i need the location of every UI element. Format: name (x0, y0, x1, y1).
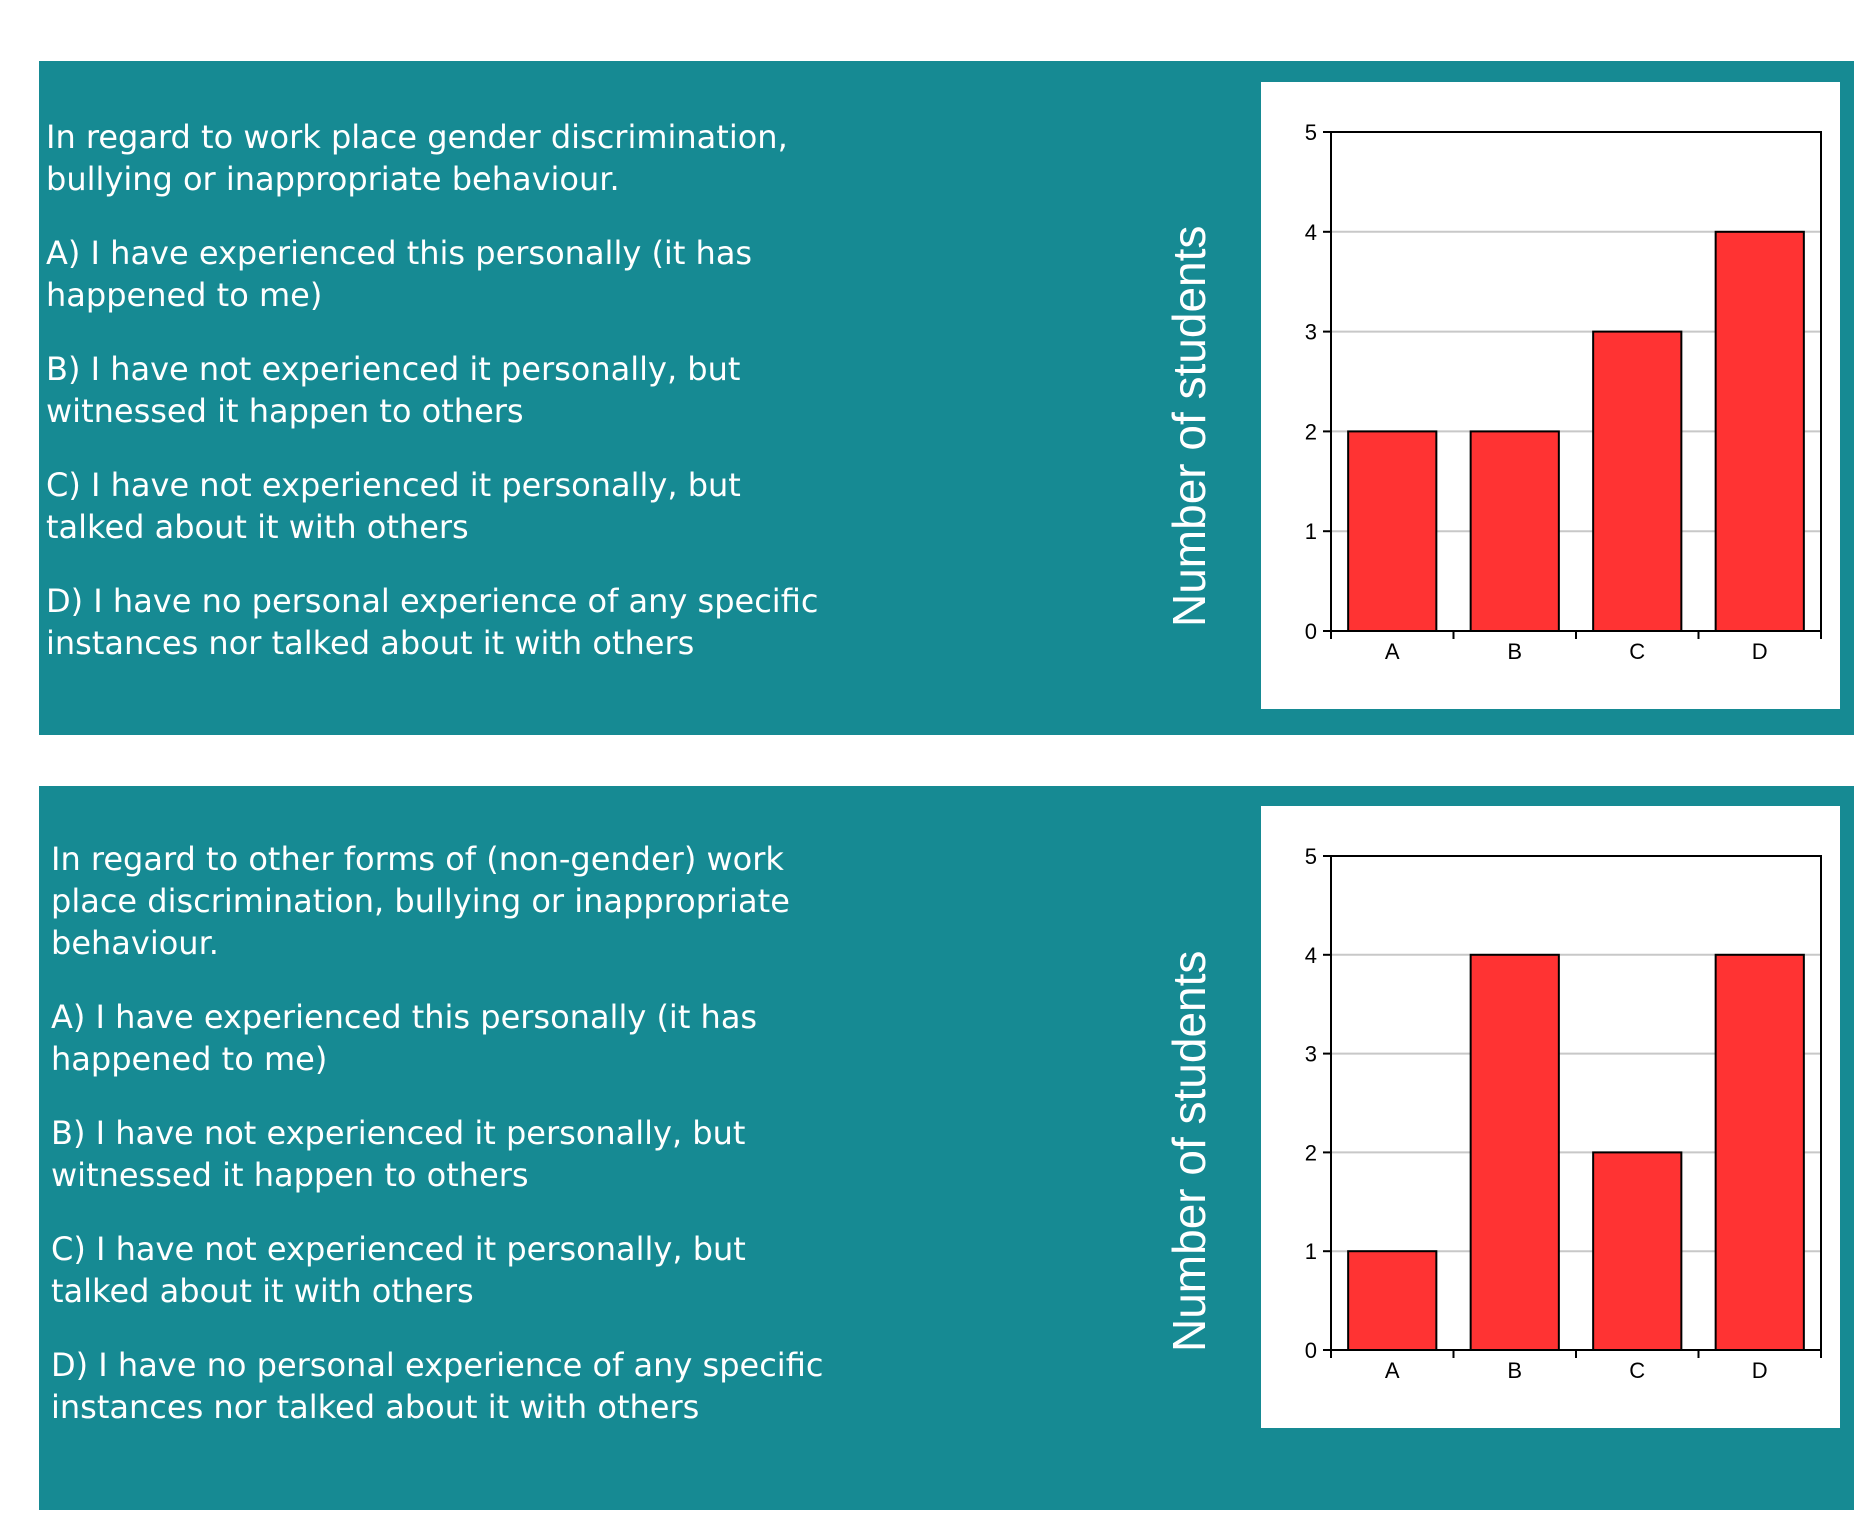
y-tick-label: 4 (1305, 943, 1317, 968)
survey-panel-gender: In regard to work place gender discrimin… (39, 61, 1854, 735)
y-tick-label: 2 (1305, 419, 1317, 444)
question-intro: In regard to work place gender discrimin… (46, 118, 788, 198)
bar-A (1347, 430, 1438, 632)
question-intro: In regard to other forms of (non-gender)… (51, 840, 790, 962)
option-c: C) I have not experienced it personally,… (51, 1230, 746, 1310)
chart-container: 0 1 2 3 4 5 A B C D (1261, 82, 1840, 709)
y-tick-label: 2 (1305, 1140, 1317, 1165)
x-tick-label: C (1629, 639, 1645, 664)
question-text: In regard to other forms of (non-gender)… (51, 838, 831, 1460)
option-b: B) I have not experienced it personally,… (46, 350, 741, 430)
option-d: D) I have no personal experience of any … (51, 1346, 824, 1426)
y-tick-label: 0 (1305, 1338, 1317, 1363)
option-c: C) I have not experienced it personally,… (46, 466, 741, 546)
bar-chart: 0 1 2 3 4 5 A B C D (1305, 120, 1822, 664)
option-a: A) I have experienced this personally (i… (51, 998, 758, 1078)
bar-C (1592, 330, 1683, 632)
bar-A (1347, 1250, 1438, 1352)
bar-B (1469, 430, 1560, 632)
y-axis-label: Number of students (1163, 225, 1215, 627)
y-tick-label: 3 (1305, 320, 1317, 345)
y-tick-label: 1 (1305, 1239, 1317, 1264)
x-tick-label: D (1752, 1358, 1768, 1383)
chart-container: 0 1 2 3 4 5 A B C D (1261, 806, 1840, 1428)
bar-D (1714, 953, 1805, 1352)
bar-B (1469, 953, 1560, 1352)
survey-panel-non-gender: In regard to other forms of (non-gender)… (39, 786, 1854, 1510)
bar-C (1592, 1151, 1683, 1351)
y-tick-label: 1 (1305, 519, 1317, 544)
bar-D (1714, 230, 1805, 633)
y-tick-label: 5 (1305, 844, 1317, 869)
y-tick-label: 5 (1305, 120, 1317, 145)
option-b: B) I have not experienced it personally,… (51, 1114, 746, 1194)
y-tick-label: 0 (1305, 619, 1317, 644)
y-tick-label: 3 (1305, 1042, 1317, 1067)
bar-chart: 0 1 2 3 4 5 A B C D (1305, 844, 1822, 1383)
x-tick-label: A (1385, 1358, 1400, 1383)
question-text: In regard to work place gender discrimin… (46, 116, 826, 696)
x-tick-label: D (1752, 639, 1768, 664)
x-tick-label: A (1385, 639, 1400, 664)
option-a: A) I have experienced this personally (i… (46, 234, 753, 314)
x-tick-label: B (1507, 639, 1522, 664)
y-axis-label: Number of students (1163, 950, 1215, 1352)
x-tick-label: B (1507, 1358, 1522, 1383)
option-d: D) I have no personal experience of any … (46, 582, 819, 662)
y-tick-label: 4 (1305, 220, 1317, 245)
x-tick-label: C (1629, 1358, 1645, 1383)
